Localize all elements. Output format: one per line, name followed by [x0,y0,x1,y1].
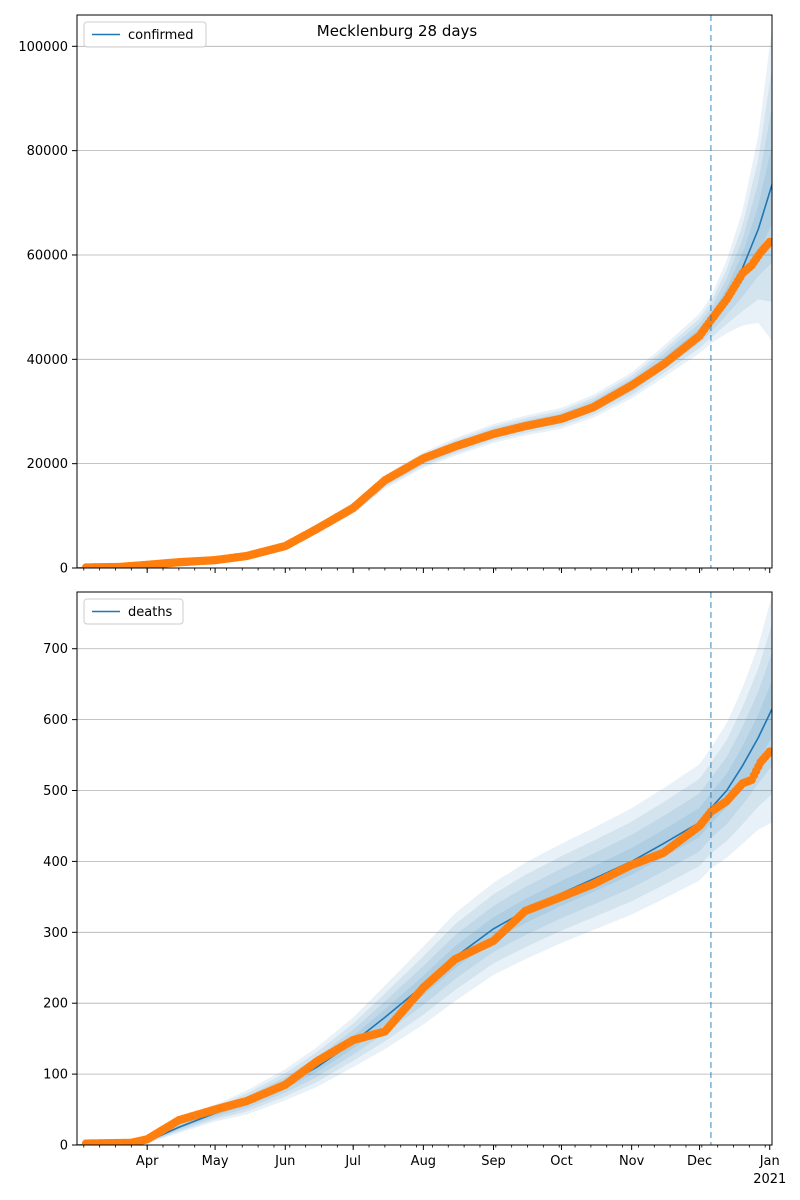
deaths-bands [77,595,772,1145]
chart-suptitle: Mecklenburg 28 days [317,22,478,40]
deaths-x-tick-label: May [202,1154,229,1169]
deaths-x-tick-label: Aug [411,1154,436,1169]
deaths-x-tick-label: Dec [687,1154,712,1169]
deaths-x-tick-label: Jul [344,1154,361,1169]
deaths-x-tick-label: Jan [759,1154,780,1169]
confirmed-panel: 0 20000 40000 60000 80000 100000 confirmed [18,14,773,577]
confirmed-observed-point [765,237,772,247]
deaths-y-tick-label: 0 [60,1139,68,1154]
deaths-legend-box [83,598,184,625]
confirmed-y-tick-label: 100000 [18,40,68,55]
confirmed-y-tick-label: 40000 [27,353,68,368]
deaths-y-tick-label: 600 [43,713,68,728]
deaths-panel: 0 100 200 300 400 500 600 700 Apr May Jun Jul Aug Sep… [43,591,786,1187]
deaths-confidence-band-1 [77,595,772,1145]
confirmed-y-tick-label: 0 [60,562,68,577]
deaths-y-tick-label: 200 [43,997,68,1012]
confirmed-observed-series [81,237,772,568]
confirmed-axes-frame [76,14,773,569]
deaths-y-tick-label: 700 [43,642,68,657]
deaths-observed-point [765,747,772,756]
confirmed-legend-box [83,21,207,48]
deaths-y-tick-label: 500 [43,784,68,799]
deaths-x-tick-label: Nov [619,1154,645,1169]
confirmed-legend: confirmed [83,21,207,48]
deaths-x-tick-label: Sep [481,1154,506,1169]
deaths-confidence-band-2 [77,623,772,1145]
deaths-axes-frame [76,591,773,1146]
deaths-observed-series [81,747,772,1145]
deaths-y-tick-label: 100 [43,1068,68,1083]
confirmed-y-tick-label: 20000 [27,457,68,472]
x-year-label: 2021 [753,1172,786,1187]
deaths-x-tick-label: Jun [274,1154,295,1169]
confirmed-legend-label: confirmed [128,28,194,43]
deaths-x-tick-label: Apr [136,1154,159,1169]
deaths-y-tick-label: 300 [43,926,68,941]
deaths-legend: deaths [83,598,184,625]
confirmed-y-tick-label: 60000 [27,248,68,263]
deaths-x-tick-label: Oct [550,1154,572,1169]
deaths-legend-label: deaths [128,605,173,620]
confirmed-y-tick-label: 80000 [27,144,68,159]
deaths-y-tick-label: 400 [43,855,68,870]
